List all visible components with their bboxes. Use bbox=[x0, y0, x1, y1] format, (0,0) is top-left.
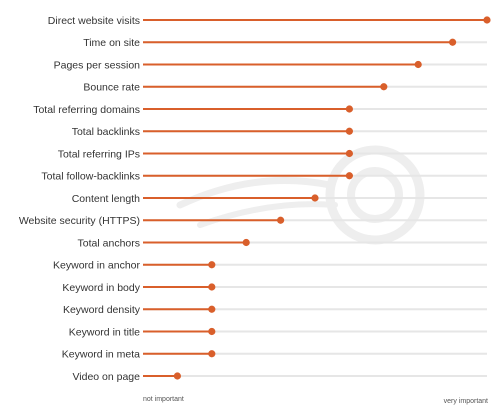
category-label: Bounce rate bbox=[83, 82, 140, 94]
lollipop-point bbox=[345, 172, 353, 180]
lollipop-point bbox=[345, 105, 353, 113]
lollipop-point bbox=[345, 149, 353, 158]
category-label: Total follow-backlinks bbox=[41, 171, 140, 183]
chart-rows: Direct website visits Time on site Pages p… bbox=[19, 15, 491, 383]
lollipop-point bbox=[208, 283, 216, 291]
lollipop-point bbox=[173, 372, 181, 380]
lollipop-point bbox=[208, 350, 216, 358]
lollipop-point bbox=[449, 38, 457, 46]
category-label: Total backlinks bbox=[72, 126, 140, 138]
category-label: Keyword in anchor bbox=[53, 260, 140, 272]
category-label: Time on site bbox=[83, 37, 140, 49]
category-label: Website security (HTTPS) bbox=[19, 215, 140, 227]
category-label: Total referring domains bbox=[33, 104, 140, 116]
lollipop-point bbox=[311, 194, 319, 202]
lollipop-point bbox=[242, 238, 250, 247]
category-label: Content length bbox=[72, 193, 140, 205]
category-label: Total anchors bbox=[78, 237, 140, 249]
category-label: Keyword in title bbox=[69, 326, 140, 338]
category-label: Keyword density bbox=[63, 304, 141, 316]
lollipop-point bbox=[208, 261, 216, 269]
scale-min-label: not important bbox=[143, 396, 184, 403]
category-label: Keyword in body bbox=[62, 282, 140, 294]
category-label: Video on page bbox=[72, 371, 140, 383]
category-label: Keyword in meta bbox=[62, 349, 140, 361]
lollipop-point bbox=[277, 216, 285, 224]
category-label: Pages per session bbox=[54, 59, 141, 71]
lollipop-point bbox=[483, 16, 491, 24]
lollipop-point bbox=[345, 127, 353, 135]
lollipop-point bbox=[208, 327, 216, 336]
category-label: Direct website visits bbox=[48, 15, 140, 27]
watermark-logo bbox=[176, 145, 425, 245]
scale-max-label: very important bbox=[444, 398, 488, 405]
lollipop-point bbox=[414, 60, 422, 69]
lollipop-point bbox=[208, 305, 216, 313]
category-label: Total referring IPs bbox=[58, 148, 140, 160]
lollipop-point bbox=[380, 83, 388, 91]
